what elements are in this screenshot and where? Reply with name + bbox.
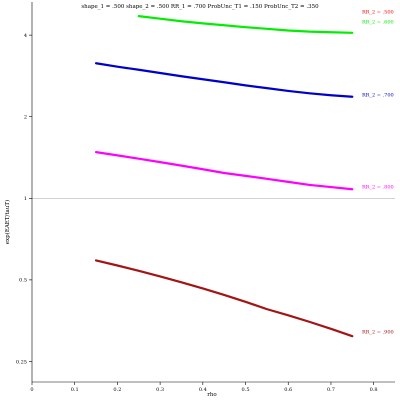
series-line [94, 62, 354, 98]
x-axis-ticks: 0 0.1 0.2 0.3 0.4 0.5 0.6 0.7 0.8 [30, 382, 378, 393]
series-label: RR_2 = .800 [362, 185, 394, 191]
x-tick-label: 0.4 [199, 387, 207, 393]
x-tick-label: 0.1 [71, 387, 79, 393]
y-tick-label: 0.25 [16, 359, 27, 365]
y-axis-title: exp(EAET/tauT) [4, 200, 11, 244]
series-lines [94, 15, 354, 338]
y-tick-label: 0.5 [19, 278, 27, 284]
x-tick-label: 0.3 [156, 387, 164, 393]
x-tick-label: 0.6 [284, 387, 292, 393]
x-axis-title: rho [207, 392, 217, 398]
series-label: RR_2 = .600 [362, 20, 394, 26]
y-tick-label: 2 [24, 115, 27, 121]
series-label: RR_2 = .500 [362, 10, 394, 16]
x-tick-label: 0 [30, 387, 33, 393]
y-tick-label: 4 [24, 33, 27, 39]
x-tick-label: 0.8 [370, 387, 378, 393]
y-axis-ticks: 0.25 0.5 1 2 4 [16, 33, 32, 365]
x-tick-label: 0.2 [113, 387, 121, 393]
y-tick-label: 1 [24, 196, 27, 202]
series-line [94, 151, 354, 191]
series-label: RR_2 = .700 [362, 93, 394, 99]
chart-title: shape_1 = .500 shape_2 = .500 RR_1 = .70… [81, 4, 319, 10]
x-tick-label: 0.5 [242, 387, 250, 393]
series-line [137, 15, 354, 34]
series-label: RR_2 = .900 [362, 330, 394, 336]
x-tick-label: 0.7 [327, 387, 335, 393]
series-labels: RR_2 = .500 RR_2 = .600 RR_2 = .700 RR_2 = … [362, 10, 394, 336]
series-line [94, 259, 354, 338]
